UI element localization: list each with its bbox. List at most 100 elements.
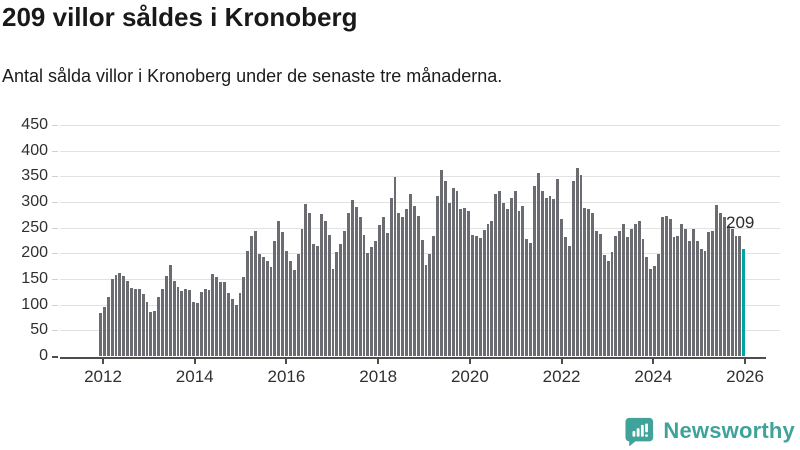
x-axis-tick <box>193 358 196 364</box>
bar <box>552 199 556 356</box>
bar <box>281 232 284 356</box>
y-axis-label: 200 <box>21 244 48 262</box>
bar <box>126 280 129 356</box>
bar <box>226 293 230 356</box>
bar <box>672 237 676 356</box>
y-axis-label: 450 <box>21 116 48 133</box>
bar <box>308 212 312 356</box>
bar <box>626 237 629 356</box>
bar <box>157 296 160 356</box>
x-axis-label: 2024 <box>634 367 673 386</box>
bar <box>288 260 292 356</box>
bar <box>316 245 319 356</box>
bar <box>436 196 439 356</box>
x-axis-label: 2016 <box>267 367 306 386</box>
bar <box>335 252 339 356</box>
bar <box>544 197 548 356</box>
bar <box>494 194 498 356</box>
page-title: 209 villor såldes i Kronoberg <box>2 2 358 32</box>
bar <box>467 210 470 356</box>
bar <box>447 202 451 356</box>
bar <box>246 250 250 356</box>
x-axis-label: 2020 <box>450 367 489 386</box>
bar <box>393 177 397 356</box>
y-axis-tick <box>52 176 58 178</box>
bar <box>366 253 370 356</box>
bar <box>715 204 718 356</box>
bar <box>207 290 211 356</box>
y-axis-label: 350 <box>21 167 48 185</box>
bar <box>722 217 726 356</box>
bar <box>149 312 153 356</box>
bar <box>649 268 653 356</box>
highlighted-bar <box>742 248 746 356</box>
bar <box>595 230 598 356</box>
bar <box>598 234 602 356</box>
bar <box>203 288 207 356</box>
bar <box>199 291 203 356</box>
y-axis-tick <box>52 356 58 358</box>
gridline <box>60 176 780 178</box>
gridline <box>60 125 780 126</box>
bar <box>358 217 362 356</box>
y-axis-label: 50 <box>30 321 48 339</box>
bar <box>707 232 711 356</box>
bar <box>482 229 486 356</box>
bar <box>525 238 529 356</box>
newsworthy-logo[interactable]: Newsworthy <box>625 416 795 446</box>
bar <box>277 221 281 356</box>
bar <box>695 240 699 356</box>
y-axis-tick <box>52 304 58 306</box>
bar <box>529 242 532 356</box>
bar <box>459 209 463 356</box>
bar <box>389 197 393 356</box>
bar-series <box>99 125 747 356</box>
bar <box>614 235 618 356</box>
y-axis-tick <box>52 125 58 126</box>
bar <box>172 280 176 356</box>
bar <box>145 302 149 356</box>
bar <box>378 225 381 356</box>
bar <box>629 229 633 356</box>
bar <box>397 212 401 356</box>
bar <box>618 230 622 356</box>
bar <box>133 288 137 356</box>
bar <box>102 307 106 356</box>
gridline <box>60 253 780 255</box>
bar <box>292 270 296 356</box>
bar <box>122 276 126 356</box>
bar <box>633 224 637 356</box>
bar <box>474 236 478 356</box>
bar <box>688 240 691 356</box>
bar <box>567 245 571 356</box>
bar <box>734 235 738 356</box>
bar <box>168 264 172 356</box>
bar <box>463 207 467 356</box>
bar <box>269 267 273 356</box>
bar <box>641 238 645 356</box>
bar <box>583 208 587 356</box>
bar <box>106 296 110 356</box>
chart-area: 0 50 100 150 200 250 300 350 400 450 2012 2014 2016… <box>21 117 780 386</box>
bar <box>385 232 389 356</box>
bar <box>517 210 521 356</box>
bar <box>478 237 482 356</box>
gridline <box>60 227 780 229</box>
bar <box>591 212 594 356</box>
bar <box>548 196 552 356</box>
x-axis-tick <box>652 358 655 364</box>
bar <box>486 224 490 356</box>
bar <box>505 209 509 356</box>
bar <box>443 181 447 356</box>
bar <box>738 235 742 356</box>
bar <box>219 282 222 356</box>
bar <box>409 194 412 356</box>
bar <box>521 206 525 356</box>
bar <box>234 305 238 356</box>
gridline <box>60 279 780 280</box>
bar <box>347 212 350 356</box>
bar <box>502 202 505 356</box>
bar <box>540 191 544 356</box>
bar <box>680 224 684 356</box>
